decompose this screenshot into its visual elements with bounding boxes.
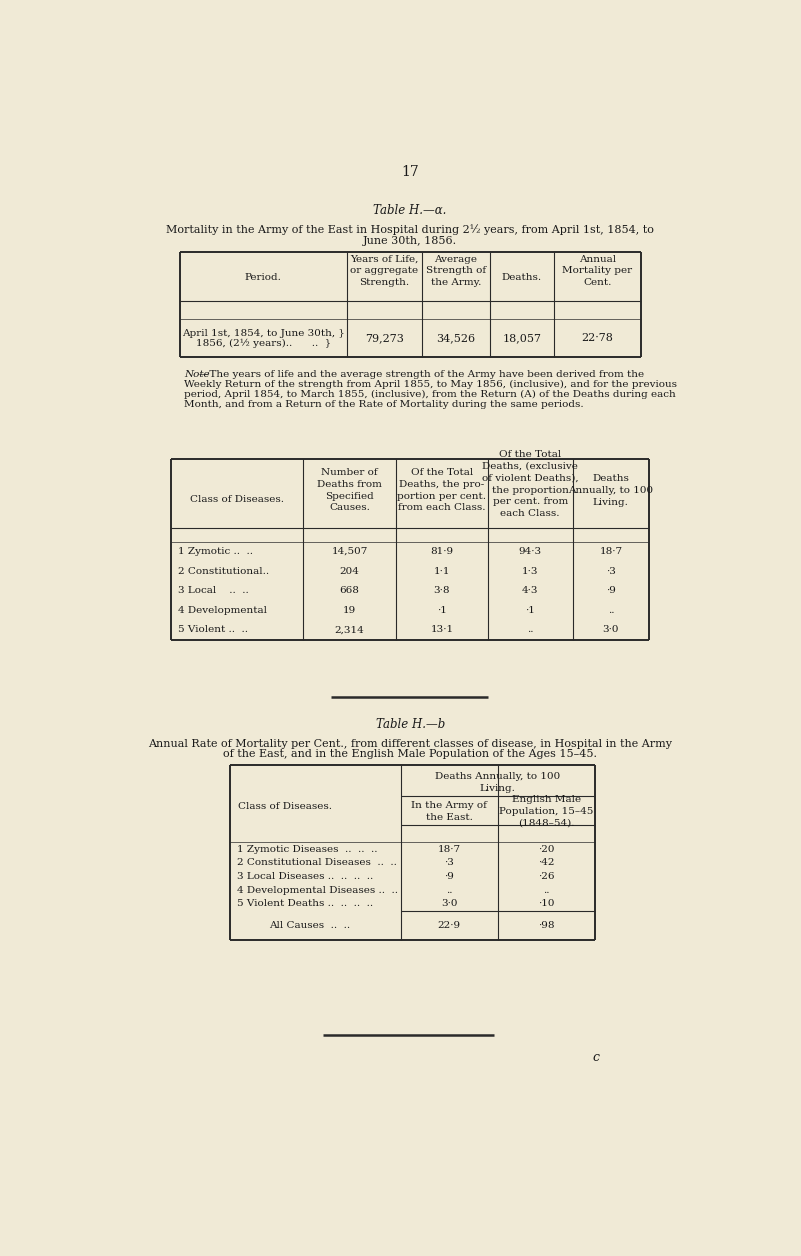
Text: 22·78: 22·78 [582, 333, 614, 343]
Text: Note: Note [183, 371, 209, 379]
Text: 3·0: 3·0 [602, 625, 619, 634]
Text: ..: .. [543, 885, 549, 894]
Text: English Male
Population, 15–45
(1848–54).: English Male Population, 15–45 (1848–54)… [499, 795, 594, 828]
Text: ·3: ·3 [445, 858, 454, 867]
Text: All Causes  ..  ..: All Causes .. .. [269, 921, 350, 929]
Text: 1·1: 1·1 [433, 566, 450, 575]
Text: 18·7: 18·7 [437, 844, 461, 854]
Text: 204: 204 [340, 566, 360, 575]
Text: Of the Total
Deaths, (exclusive
of violent Deaths),
the proportion
per cent. fro: Of the Total Deaths, (exclusive of viole… [482, 450, 578, 519]
Text: 79,273: 79,273 [364, 333, 404, 343]
Text: ·9: ·9 [445, 872, 454, 880]
Text: Mortality in the Army of the East in Hospital during 2½ years, from April 1st, 1: Mortality in the Army of the East in Hos… [166, 225, 654, 235]
Text: ·26: ·26 [538, 872, 554, 880]
Text: Weekly Return of the strength from April 1855, to May 1856, (inclusive), and for: Weekly Return of the strength from April… [183, 381, 677, 389]
Text: Table H.—b: Table H.—b [376, 718, 445, 731]
Text: Deaths
Annually, to 100
Living.: Deaths Annually, to 100 Living. [568, 474, 654, 506]
Text: ·3: ·3 [606, 566, 616, 575]
Text: Month, and from a Return of the Rate of Mortality during the same periods.: Month, and from a Return of the Rate of … [183, 401, 583, 409]
Text: 17: 17 [401, 166, 419, 180]
Text: ·98: ·98 [538, 921, 554, 929]
Text: 1 Zymotic Diseases  ..  ..  ..: 1 Zymotic Diseases .. .. .. [236, 844, 377, 854]
Text: 13·1: 13·1 [430, 625, 453, 634]
Text: ·42: ·42 [538, 858, 554, 867]
Text: Average
Strength of
the Army.: Average Strength of the Army. [426, 255, 486, 288]
Text: 3 Local Diseases ..  ..  ..  ..: 3 Local Diseases .. .. .. .. [236, 872, 372, 880]
Text: Deaths Annually, to 100
Living.: Deaths Annually, to 100 Living. [435, 771, 561, 793]
Text: ·10: ·10 [538, 899, 554, 908]
Text: 4 Developmental: 4 Developmental [178, 605, 267, 615]
Text: Annual Rate of Mortality per Cent., from different classes of disease, in Hospit: Annual Rate of Mortality per Cent., from… [148, 739, 672, 749]
Text: ·1: ·1 [525, 605, 535, 615]
Text: 1856, (2½ years)..      ..  }: 1856, (2½ years).. .. } [195, 339, 331, 348]
Text: 4 Developmental Diseases ..  ..: 4 Developmental Diseases .. .. [236, 885, 397, 894]
Text: 1 Zymotic ..  ..: 1 Zymotic .. .. [178, 548, 252, 556]
Text: Period.: Period. [245, 273, 282, 281]
Text: 4·3: 4·3 [522, 587, 538, 595]
Text: ..: .. [527, 625, 533, 634]
Text: ·20: ·20 [538, 844, 554, 854]
Text: ·9: ·9 [606, 587, 616, 595]
Text: Of the Total
Deaths, the pro-
portion per cent.
from each Class.: Of the Total Deaths, the pro- portion pe… [397, 468, 486, 512]
Text: In the Army of
the East.: In the Army of the East. [412, 801, 487, 821]
Text: 94·3: 94·3 [519, 548, 541, 556]
Text: ..: .. [446, 885, 453, 894]
Text: Table H.—α.: Table H.—α. [373, 205, 447, 217]
Text: June 30th, 1856.: June 30th, 1856. [363, 236, 457, 246]
Text: 19: 19 [343, 605, 356, 615]
Text: April 1st, 1854, to June 30th, }: April 1st, 1854, to June 30th, } [182, 329, 344, 338]
Text: ..: .. [608, 605, 614, 615]
Text: Class of Diseases.: Class of Diseases. [191, 495, 284, 504]
Text: 14,507: 14,507 [332, 548, 368, 556]
Text: 3 Local    ..  ..: 3 Local .. .. [178, 587, 248, 595]
Text: 18·7: 18·7 [599, 548, 622, 556]
Text: 3·8: 3·8 [433, 587, 450, 595]
Text: 2 Constitutional Diseases  ..  ..: 2 Constitutional Diseases .. .. [236, 858, 396, 867]
Text: 5 Violent Deaths ..  ..  ..  ..: 5 Violent Deaths .. .. .. .. [236, 899, 372, 908]
Text: 668: 668 [340, 587, 360, 595]
Text: 81·9: 81·9 [430, 548, 453, 556]
Text: Number of
Deaths from
Specified
Causes.: Number of Deaths from Specified Causes. [317, 468, 382, 512]
Text: Class of Diseases.: Class of Diseases. [238, 803, 332, 811]
Text: ·1: ·1 [437, 605, 447, 615]
Text: 1·3: 1·3 [522, 566, 538, 575]
Text: 22·9: 22·9 [437, 921, 461, 929]
Text: 2,314: 2,314 [335, 625, 364, 634]
Text: 34,526: 34,526 [437, 333, 476, 343]
Text: 18,057: 18,057 [502, 333, 541, 343]
Text: —The years of life and the average strength of the Army have been derived from t: —The years of life and the average stren… [199, 371, 645, 379]
Text: Deaths.: Deaths. [501, 273, 541, 281]
Text: of the East, and in the English Male Population of the Ages 15–45.: of the East, and in the English Male Pop… [223, 749, 597, 759]
Text: 2 Constitutional..: 2 Constitutional.. [178, 566, 269, 575]
Text: period, April 1854, to March 1855, (inclusive), from the Return (A) of the Death: period, April 1854, to March 1855, (incl… [183, 391, 675, 399]
Text: Annual
Mortality per
Cent.: Annual Mortality per Cent. [562, 255, 632, 288]
Text: c: c [593, 1051, 600, 1064]
Text: Years of Life,
or aggregate
Strength.: Years of Life, or aggregate Strength. [350, 255, 418, 288]
Text: 5 Violent ..  ..: 5 Violent .. .. [178, 625, 248, 634]
Text: 3·0: 3·0 [441, 899, 457, 908]
